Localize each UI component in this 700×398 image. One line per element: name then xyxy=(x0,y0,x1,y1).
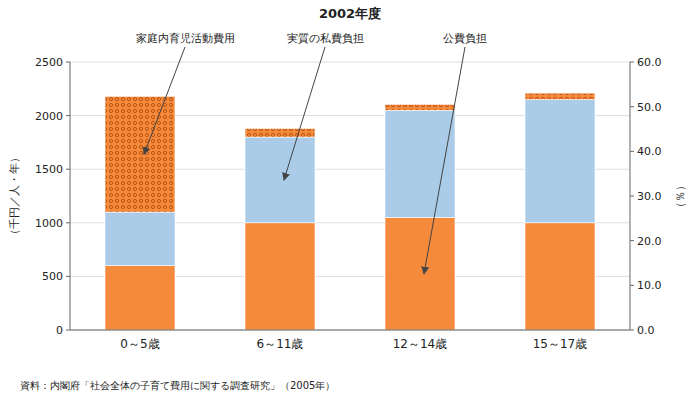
x-tick-label: 0～5歳 xyxy=(120,337,159,351)
y2-tick-label: 0.0 xyxy=(637,324,655,337)
bar-segment xyxy=(245,128,315,137)
y2-tick-label: 30.0 xyxy=(637,190,662,203)
source-note: 資料：内閣府「社会全体の子育て費用に関する調査研究」（2005年） xyxy=(20,380,335,391)
x-axis xyxy=(70,330,630,331)
y2-tick xyxy=(630,196,634,197)
grid xyxy=(70,62,630,330)
x-tick-label: 6～11歳 xyxy=(257,337,304,351)
y-tick-label: 1000 xyxy=(35,217,63,230)
y2-tick-label: 20.0 xyxy=(637,235,662,248)
y2-axis-label: （％） xyxy=(674,180,687,213)
bar-segment xyxy=(385,110,455,217)
bar-segment xyxy=(245,223,315,330)
y-tick xyxy=(66,169,70,170)
y-tick xyxy=(66,115,70,116)
series-label: 家庭内育児活動費用 xyxy=(136,32,235,45)
label-arrow xyxy=(144,47,185,154)
y-tick-label: 2000 xyxy=(35,110,63,123)
y-tick-label: 500 xyxy=(42,270,63,283)
label-arrow xyxy=(284,47,325,180)
y2-tick xyxy=(630,285,634,286)
y2-tick xyxy=(630,330,634,331)
y2-tick-label: 50.0 xyxy=(637,101,662,114)
series-label: 実質の私費負担 xyxy=(287,32,364,45)
y-tick xyxy=(66,222,70,223)
y2-tick xyxy=(630,151,634,152)
label-arrow xyxy=(424,47,465,274)
y2-tick-label: 10.0 xyxy=(637,279,662,292)
bar-segment xyxy=(245,137,315,223)
bar-segment xyxy=(105,266,175,330)
y-tick-label: 1500 xyxy=(35,163,63,176)
bar-segment xyxy=(105,212,175,266)
chart-svg: 0 500 1000 1500 2000 2500 0.0 10.0 20.0 30.0 40.0 5… xyxy=(0,0,700,398)
y2-tick xyxy=(630,240,634,241)
bar-segment xyxy=(385,217,455,330)
x-tick-label: 15～17歳 xyxy=(533,337,588,351)
y2-tick-label: 60.0 xyxy=(637,56,662,69)
y2-axis xyxy=(630,62,631,330)
y-axis xyxy=(70,62,71,330)
y-tick xyxy=(66,62,70,63)
title: 2002年度 xyxy=(319,6,381,21)
grid-line xyxy=(70,62,630,63)
y-tick-label: 0 xyxy=(56,324,63,337)
y-tick xyxy=(66,276,70,277)
bar-segment xyxy=(105,96,175,212)
y-axis-label: （千円／人・年） xyxy=(8,152,21,240)
x-tick-label: 12～14歳 xyxy=(393,337,448,351)
bar-segment xyxy=(525,100,595,223)
bar-segment xyxy=(525,93,595,99)
y2-tick xyxy=(630,62,634,63)
grid-line xyxy=(70,330,630,331)
y2-tick-label: 40.0 xyxy=(637,145,662,158)
chart-container: 0 500 1000 1500 2000 2500 0.0 10.0 20.0 30.0 40.0 5… xyxy=(0,0,700,398)
y2-tick xyxy=(630,106,634,107)
bar-segment xyxy=(525,223,595,330)
series-label: 公費負担 xyxy=(443,32,487,45)
bars xyxy=(105,93,595,330)
bar-segment xyxy=(385,104,455,110)
y-tick-label: 2500 xyxy=(35,56,63,69)
y-tick xyxy=(66,330,70,331)
